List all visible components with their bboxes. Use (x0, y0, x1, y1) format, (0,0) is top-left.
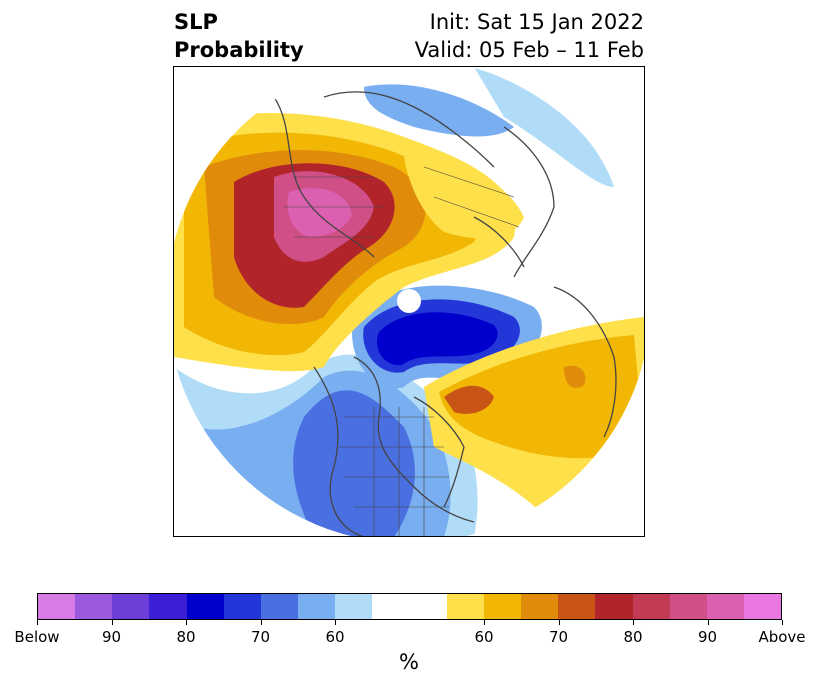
colorbar-tick-label: 60 (474, 628, 494, 646)
colorbar-tickmark (186, 620, 187, 625)
chart-title: SLP Probability (174, 8, 304, 64)
colorbar-segment (186, 594, 224, 619)
colorbar-tickmark (111, 620, 113, 625)
colorbar-segment (335, 594, 373, 619)
colorbar-tick-label: Below (14, 628, 60, 646)
colorbar-tickmark (37, 620, 38, 625)
above-region-atlantic-spot (564, 365, 586, 388)
below-region-americas-core (293, 390, 415, 536)
valid-range: Valid: 05 Feb – 11 Feb (414, 38, 644, 62)
colorbar-tickmark (335, 620, 336, 625)
title-line-1: SLP (174, 10, 218, 34)
colorbar-segment (558, 594, 596, 619)
colorbar-segment (706, 594, 744, 619)
colorbar-segment (112, 594, 150, 619)
title-line-2: Probability (174, 38, 304, 62)
map-svg (174, 67, 644, 536)
above-region-atlantic-60 (439, 335, 644, 459)
colorbar-segment (669, 594, 707, 619)
colorbar-tickmark (633, 620, 634, 625)
colorbar-tickmark (558, 620, 560, 625)
colorbar-segment (521, 594, 559, 619)
colorbar-tick-label: 60 (325, 628, 345, 646)
colorbar-segment (372, 594, 410, 619)
colorbar-segment (595, 594, 633, 619)
below-region-pole-core (376, 312, 498, 366)
above-region-siberia-core (287, 188, 352, 237)
colorbar-segment (409, 594, 447, 619)
pole-marker (397, 289, 421, 313)
colorbar-segment (632, 594, 670, 619)
colorbar-segment (38, 594, 76, 619)
colorbar-unit: % (399, 650, 419, 674)
colorbar-tick-label: 80 (623, 628, 643, 646)
colorbar-tick-label: 70 (548, 628, 569, 646)
colorbar-segment (743, 594, 782, 619)
colorbar-tickmark (707, 620, 709, 625)
colorbar-tickmark (782, 620, 783, 625)
colorbar-segment (483, 594, 522, 619)
init-date: Init: Sat 15 Jan 2022 (429, 10, 644, 34)
colorbar-tickmark (260, 620, 262, 625)
coastlines (273, 91, 617, 536)
colorbar-segment (223, 594, 261, 619)
forecast-dates: Init: Sat 15 Jan 2022 Valid: 05 Feb – 11… (415, 8, 644, 64)
colorbar-tickmark (484, 620, 485, 625)
colorbar-tick-label: Above (758, 628, 806, 646)
below-region-europe (364, 84, 514, 137)
colorbar-tick-label: 70 (250, 628, 271, 646)
colorbar-tick-label: 90 (101, 628, 122, 646)
colorbar-tick-label: 80 (176, 628, 196, 646)
probability-map (173, 66, 645, 537)
colorbar-tick-label: 90 (697, 628, 718, 646)
colorbar-segment (149, 594, 187, 619)
colorbar-segment (446, 594, 484, 619)
borders (284, 166, 520, 536)
below-region-eurasia (474, 67, 614, 187)
colorbar-segment (75, 594, 113, 619)
colorbar-segment (260, 594, 299, 619)
colorbar (37, 593, 782, 620)
above-region-atlantic-70 (444, 385, 494, 414)
colorbar-segment (298, 594, 336, 619)
